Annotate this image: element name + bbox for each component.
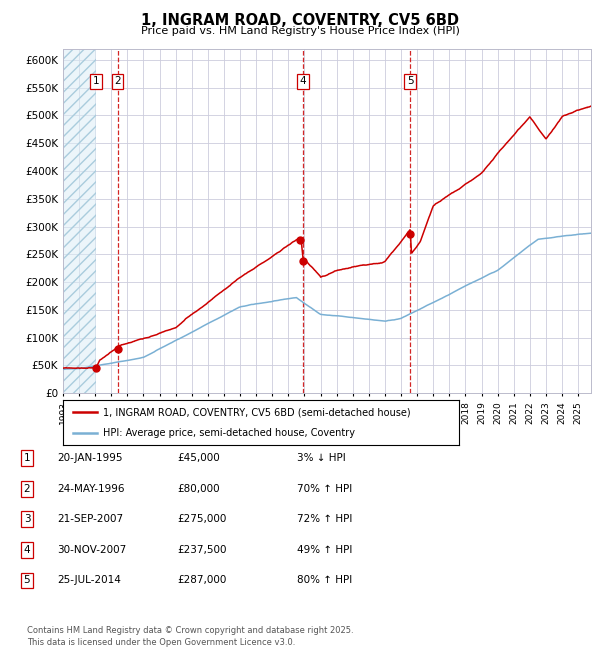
Text: 3% ↓ HPI: 3% ↓ HPI: [297, 453, 346, 463]
Text: Contains HM Land Registry data © Crown copyright and database right 2025.
This d: Contains HM Land Registry data © Crown c…: [27, 626, 353, 647]
Text: 1: 1: [92, 77, 100, 86]
Text: 5: 5: [23, 575, 31, 586]
Text: 1, INGRAM ROAD, COVENTRY, CV5 6BD (semi-detached house): 1, INGRAM ROAD, COVENTRY, CV5 6BD (semi-…: [103, 407, 410, 417]
Text: 5: 5: [407, 77, 413, 86]
Text: £237,500: £237,500: [177, 545, 227, 555]
Text: HPI: Average price, semi-detached house, Coventry: HPI: Average price, semi-detached house,…: [103, 428, 355, 438]
Text: 20-JAN-1995: 20-JAN-1995: [57, 453, 122, 463]
Text: 80% ↑ HPI: 80% ↑ HPI: [297, 575, 352, 586]
Text: 25-JUL-2014: 25-JUL-2014: [57, 575, 121, 586]
Text: 49% ↑ HPI: 49% ↑ HPI: [297, 545, 352, 555]
Text: 1, INGRAM ROAD, COVENTRY, CV5 6BD: 1, INGRAM ROAD, COVENTRY, CV5 6BD: [141, 13, 459, 28]
Text: 72% ↑ HPI: 72% ↑ HPI: [297, 514, 352, 525]
Text: 2: 2: [23, 484, 31, 494]
Bar: [63, 49, 96, 393]
Text: 21-SEP-2007: 21-SEP-2007: [57, 514, 123, 525]
Text: 3: 3: [23, 514, 31, 525]
Text: 2: 2: [114, 77, 121, 86]
Text: 4: 4: [23, 545, 31, 555]
Text: Price paid vs. HM Land Registry's House Price Index (HPI): Price paid vs. HM Land Registry's House …: [140, 26, 460, 36]
Text: 24-MAY-1996: 24-MAY-1996: [57, 484, 125, 494]
Text: £287,000: £287,000: [177, 575, 226, 586]
Text: 1: 1: [23, 453, 31, 463]
Text: 70% ↑ HPI: 70% ↑ HPI: [297, 484, 352, 494]
Text: £275,000: £275,000: [177, 514, 226, 525]
Text: 4: 4: [300, 77, 307, 86]
Text: £45,000: £45,000: [177, 453, 220, 463]
Text: 30-NOV-2007: 30-NOV-2007: [57, 545, 126, 555]
Text: £80,000: £80,000: [177, 484, 220, 494]
Bar: [63, 49, 96, 393]
